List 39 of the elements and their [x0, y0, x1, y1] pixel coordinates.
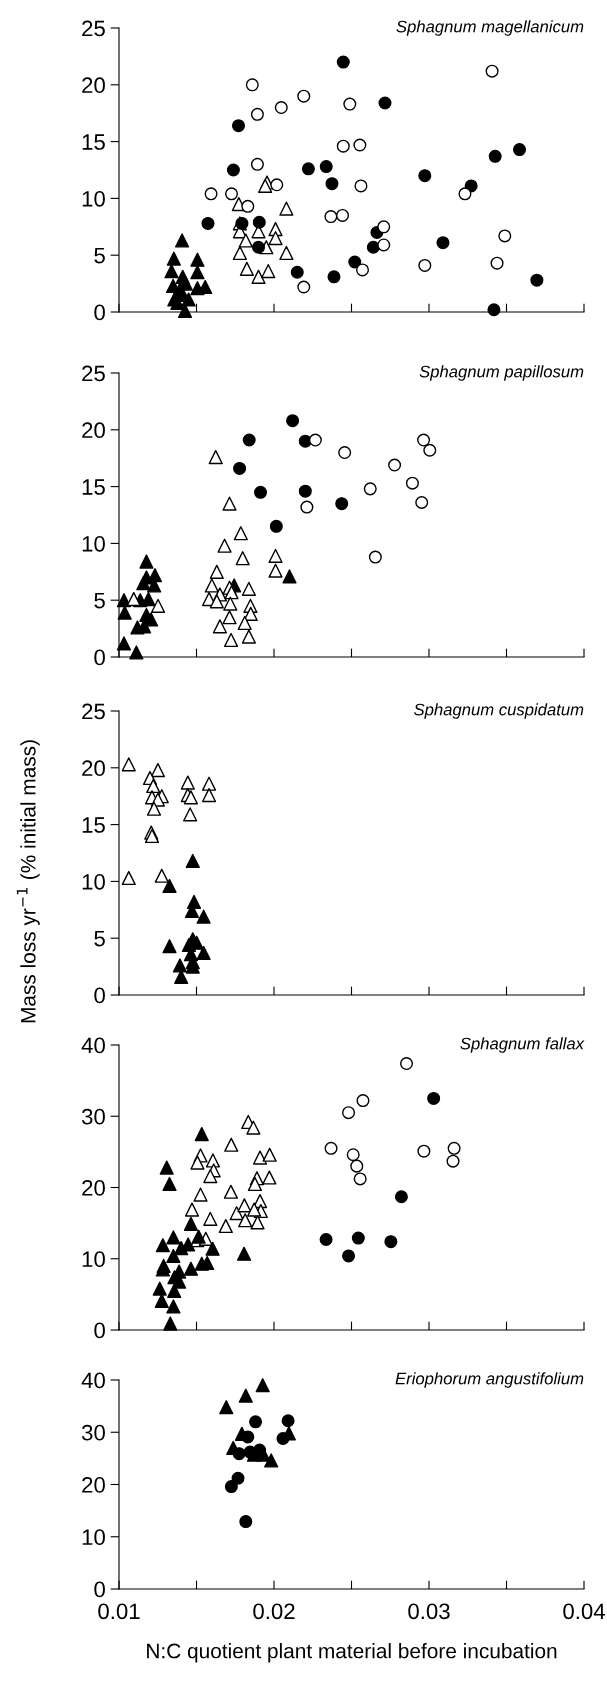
y-tick-label: 25: [82, 703, 105, 720]
y-tick-label: 5: [94, 247, 105, 264]
y-tick-label: 20: [82, 760, 105, 777]
y-tick-label: 10: [82, 1529, 105, 1546]
y-tick-label: 0: [94, 304, 105, 321]
y-tick-label: 10: [82, 1251, 105, 1268]
chart-title: Sphagnum fallax: [460, 1037, 585, 1053]
x-axis-title: N:C quotient plant material before incubation: [147, 1643, 557, 1663]
chart-title: Eriophorum angustifolium: [395, 1372, 584, 1388]
y-tick-label: 0: [94, 1581, 105, 1598]
y-tick-label: 15: [82, 134, 105, 150]
y-tick-label: 20: [82, 1180, 105, 1196]
chart-title: Sphagnum magellanicum: [396, 20, 584, 36]
y-tick-label: 20: [82, 1477, 105, 1493]
y-tick-label: 30: [81, 1424, 105, 1441]
chart-title: Sphagnum cuspidatum: [414, 703, 584, 719]
y-tick-label: 20: [82, 422, 105, 439]
y-tick-label: 0: [94, 1322, 105, 1339]
y-tick-label: 15: [82, 817, 105, 833]
y-tick-label: 10: [82, 535, 105, 552]
y-axis-title: Mass loss yr$^{−1}$ (% initial mass): [16, 740, 40, 1023]
x-tick-label: 0.01: [98, 1603, 140, 1620]
x-tick-label: 0.04: [563, 1603, 605, 1620]
y-tick-label: 40: [81, 1037, 105, 1054]
y-tick-label: 5: [94, 930, 105, 947]
x-tick-label: 0.03: [408, 1603, 450, 1620]
y-tick-label: 40: [81, 1372, 105, 1389]
x-tick-label: 0.02: [253, 1603, 295, 1620]
y-tick-label: 25: [82, 20, 105, 37]
y-tick-label: 15: [82, 479, 105, 495]
y-tick-label: 10: [82, 873, 105, 890]
y-tick-label: 0: [94, 987, 105, 1004]
y-tick-label: 30: [81, 1108, 105, 1125]
y-tick-label: 10: [82, 190, 105, 207]
y-tick-label: 20: [82, 77, 105, 94]
y-tick-label: 5: [94, 592, 105, 609]
y-tick-label: 0: [94, 649, 105, 666]
y-tick-label: 25: [82, 365, 105, 382]
chart-title: Sphagnum papillosum: [419, 365, 584, 381]
